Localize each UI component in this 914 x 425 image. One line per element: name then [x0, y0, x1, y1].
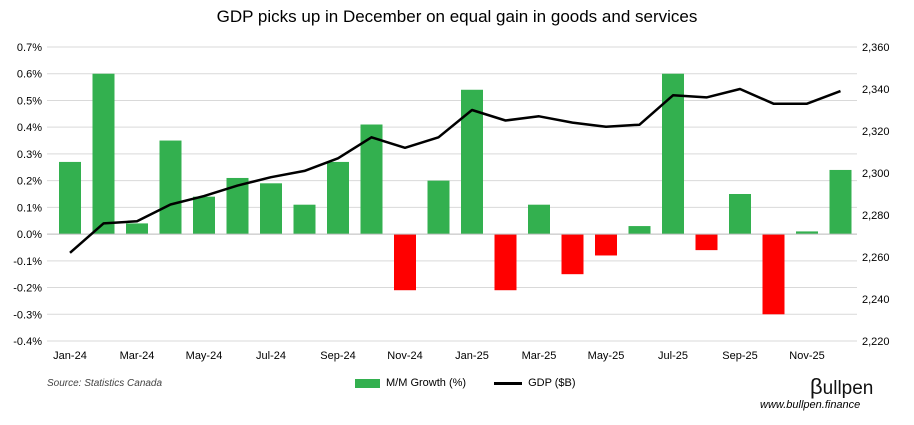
bar-Apr-24 [159, 140, 182, 235]
bar-Jun-25 [628, 226, 651, 235]
x-tick-label: May-24 [186, 350, 223, 362]
bar-Apr-25 [561, 234, 584, 275]
left-tick-label: 0.2% [17, 176, 42, 188]
bar-Feb-24 [92, 73, 115, 235]
x-tick-label: Jul-24 [256, 350, 286, 362]
x-tick-label: May-25 [588, 350, 625, 362]
bar-Oct-24 [360, 124, 383, 235]
right-tick-label: 2,260 [862, 252, 890, 264]
bar-May-24 [193, 196, 215, 235]
x-tick-label: Sep-24 [320, 350, 355, 362]
bar-Sep-24 [327, 161, 349, 235]
gdp-line [69, 87, 841, 254]
left-tick-label: -0.1% [13, 256, 42, 268]
left-tick-label: 0.4% [17, 122, 42, 134]
x-tick-label: Mar-24 [120, 350, 155, 362]
right-tick-label: 2,240 [862, 294, 890, 306]
left-tick-label: -0.4% [13, 336, 42, 348]
left-tick-label: 0.6% [17, 69, 42, 81]
x-tick-label: Mar-25 [522, 350, 557, 362]
right-tick-label: 2,320 [862, 126, 890, 138]
bar-Dec-25 [829, 169, 852, 235]
bar-Nov-24 [394, 234, 416, 291]
legend-label-gdp: GDP ($B) [528, 377, 576, 389]
bar-Dec-24 [427, 180, 450, 235]
right-tick-label: 2,360 [862, 42, 890, 54]
chart-title: GDP picks up in December on equal gain i… [216, 7, 698, 26]
bar-Feb-25 [494, 234, 517, 291]
left-tick-label: 0.5% [17, 95, 42, 107]
left-tick-label: 0.7% [17, 42, 42, 54]
right-tick-label: 2,280 [862, 210, 890, 222]
left-tick-label: -0.3% [13, 309, 42, 321]
bar-Nov-25 [796, 231, 818, 235]
x-tick-label: Jan-25 [455, 350, 489, 362]
x-tick-label: Sep-25 [722, 350, 757, 362]
legend-swatch-gdp [494, 381, 523, 385]
website: www.bullpen.finance [760, 399, 861, 411]
right-tick-label: 2,220 [862, 336, 890, 348]
source-note: Source: Statistics Canada [47, 378, 163, 389]
bar-Jan-25 [461, 89, 483, 235]
bar-Jan-24 [59, 161, 81, 235]
legend-label-growth: M/M Growth (%) [386, 377, 467, 389]
bar-Aug-25 [695, 234, 718, 251]
bar-Sep-25 [729, 194, 751, 235]
right-tick-label: 2,300 [862, 168, 890, 180]
legend: M/M Growth (%) GDP ($B) [355, 377, 576, 389]
x-tick-label: Jan-24 [53, 350, 87, 362]
left-tick-label: 0.1% [17, 202, 42, 214]
bar-May-25 [595, 234, 617, 256]
bar-Aug-24 [293, 204, 316, 235]
bar-Jun-24 [226, 177, 249, 235]
bar-Oct-25 [762, 234, 785, 315]
left-tick-label: -0.2% [13, 283, 42, 295]
x-tick-label: Nov-24 [387, 350, 422, 362]
x-tick-label: Jul-25 [658, 350, 688, 362]
legend-swatch-growth [355, 378, 380, 388]
left-tick-label: 0.3% [17, 149, 42, 161]
bullpen-logo: βullpen [810, 374, 874, 399]
bar-Mar-25 [528, 204, 550, 235]
right-tick-label: 2,340 [862, 84, 890, 96]
left-tick-label: 0.0% [17, 229, 42, 241]
bar-Jul-25 [662, 73, 684, 235]
bar-Jul-24 [260, 183, 282, 235]
x-tick-label: Nov-25 [789, 350, 824, 362]
bar-Mar-24 [126, 223, 148, 235]
